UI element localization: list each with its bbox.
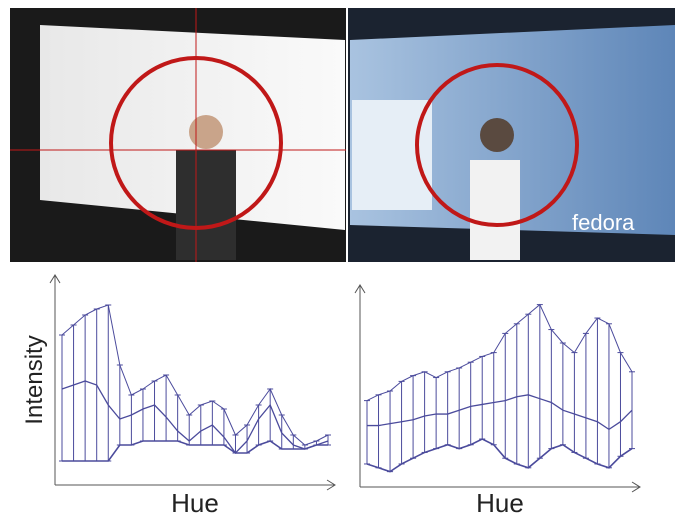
lower-line bbox=[62, 440, 328, 462]
error-bar bbox=[375, 394, 382, 469]
error-bar bbox=[387, 390, 394, 473]
error-bar bbox=[467, 361, 474, 446]
y-arrow bbox=[354, 284, 366, 294]
error-bar bbox=[209, 400, 216, 446]
error-bar bbox=[433, 377, 440, 450]
mean-line bbox=[61, 380, 329, 455]
x-arrow bbox=[326, 479, 336, 491]
error-bar bbox=[197, 404, 204, 446]
error-bar bbox=[559, 342, 566, 446]
error-bar bbox=[582, 332, 589, 459]
error-bar bbox=[571, 352, 578, 453]
error-bar bbox=[163, 374, 170, 442]
error-bar bbox=[105, 304, 112, 462]
error-bar bbox=[444, 371, 451, 446]
error-bar bbox=[139, 388, 146, 442]
x-axis-label: Hue bbox=[171, 488, 219, 517]
error-bar bbox=[490, 352, 497, 446]
error-bar bbox=[70, 324, 77, 462]
error-bar bbox=[605, 323, 612, 469]
x-axis-label: Hue bbox=[476, 488, 524, 517]
error-bar bbox=[128, 394, 135, 446]
logo-text: fedora bbox=[572, 210, 635, 235]
upper-line bbox=[366, 303, 633, 402]
error-bar bbox=[59, 334, 65, 462]
error-bar bbox=[513, 323, 520, 465]
error-bar bbox=[502, 332, 509, 459]
error-bar bbox=[116, 364, 123, 446]
lower-line bbox=[366, 438, 633, 473]
error-bar bbox=[456, 367, 463, 450]
error-bar bbox=[174, 394, 181, 442]
mean-line bbox=[367, 394, 633, 431]
error-bar bbox=[364, 400, 370, 465]
y-arrow bbox=[49, 274, 61, 284]
y-axis-label: Intensity bbox=[21, 335, 48, 424]
photo-left bbox=[10, 8, 346, 262]
error-bar bbox=[151, 380, 158, 442]
photo-right: fedora bbox=[348, 8, 675, 262]
error-bar bbox=[255, 404, 262, 446]
error-bar bbox=[536, 304, 543, 459]
error-bar bbox=[479, 355, 486, 440]
error-bar bbox=[244, 424, 251, 454]
error-bar bbox=[548, 329, 555, 450]
error-bar bbox=[421, 371, 428, 453]
x-arrow bbox=[631, 481, 641, 493]
error-bar bbox=[594, 317, 601, 465]
error-bar bbox=[410, 375, 417, 459]
error-bar bbox=[617, 352, 624, 457]
error-bar bbox=[267, 388, 274, 442]
upper-line bbox=[61, 304, 329, 446]
error-bar bbox=[525, 313, 532, 469]
error-bar bbox=[82, 314, 89, 462]
